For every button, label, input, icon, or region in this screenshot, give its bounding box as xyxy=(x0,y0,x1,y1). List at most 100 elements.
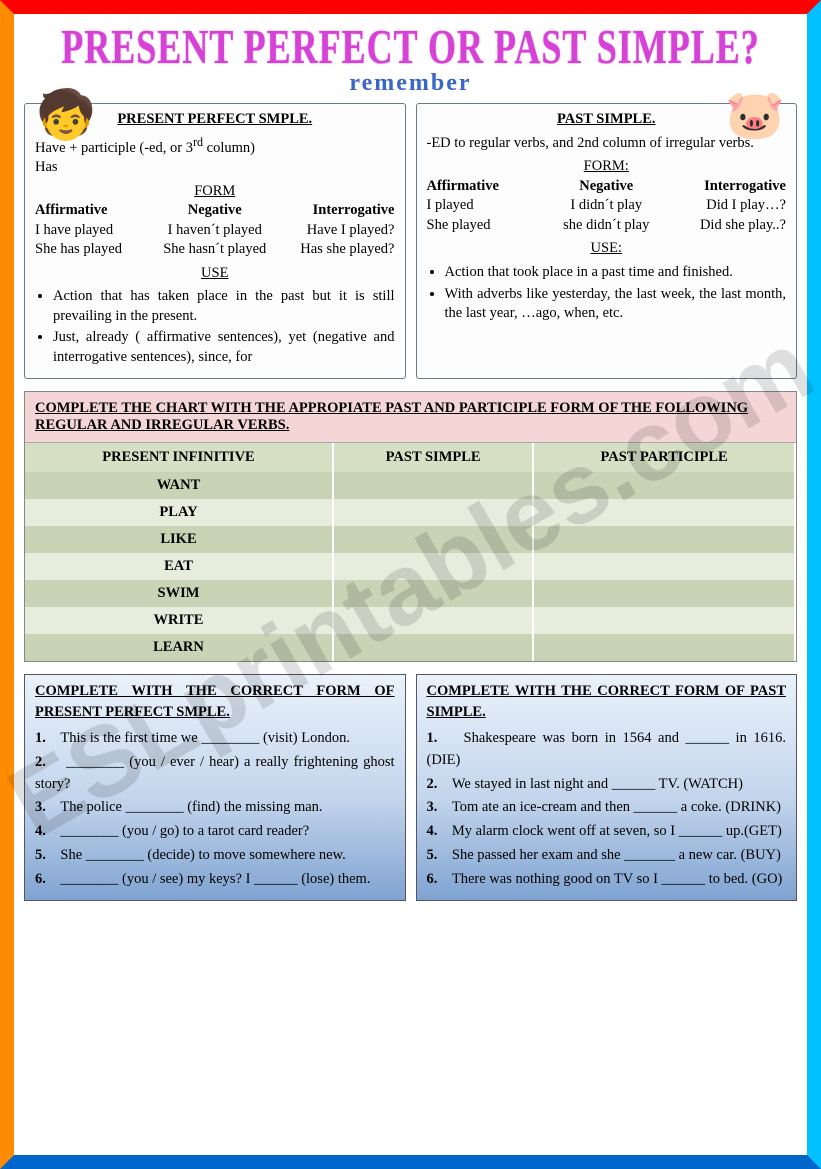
exercise-past-simple: COMPLETE WITH THE CORRECT FORM OF PAST S… xyxy=(416,674,798,902)
expp-1-text: This is the first time we ________ (visi… xyxy=(60,730,350,746)
chart-header-row: PRESENT INFINITIVE PAST SIMPLE PAST PART… xyxy=(25,443,795,472)
chart-instruction: COMPLETE THE CHART WITH THE APPROPIATE P… xyxy=(25,392,796,443)
ps-r1-a: She played xyxy=(427,216,547,236)
chart-col-0: PRESENT INFINITIVE xyxy=(25,443,333,472)
expp-3: 3. The police ________ (find) the missin… xyxy=(35,797,395,819)
cell-1-past[interactable] xyxy=(333,499,533,526)
ps-use-list: Action that took place in a past time an… xyxy=(427,263,787,324)
cell-3-past[interactable] xyxy=(333,553,533,580)
chart-row-5: WRITE xyxy=(25,607,795,634)
cell-5-pp[interactable] xyxy=(533,607,795,634)
verb-chart-table: PRESENT INFINITIVE PAST SIMPLE PAST PART… xyxy=(25,443,796,661)
exercise-present-perfect: COMPLETE WITH THE CORRECT FORM OF PRESEN… xyxy=(24,674,406,902)
expp-1: 1. This is the first time we ________ (v… xyxy=(35,728,395,750)
ps-form-headers: Affirmative Negative Interrogative xyxy=(427,177,787,197)
chart-row-1: PLAY xyxy=(25,499,795,526)
pp-use-label: USE xyxy=(35,264,395,284)
chart-row-0: WANT xyxy=(25,472,795,499)
decor-pig-right: 🐷 xyxy=(725,86,785,154)
chart-col-1: PAST SIMPLE xyxy=(333,443,533,472)
pp-r0-n: I haven´t played xyxy=(155,221,275,241)
ps-r1-n: she didn´t play xyxy=(546,216,666,236)
verb-3: EAT xyxy=(25,553,333,580)
cell-5-past[interactable] xyxy=(333,607,533,634)
pp-intro-after: column) xyxy=(203,139,255,155)
exps-5-text: She passed her exam and she _______ a ne… xyxy=(452,847,781,863)
expp-6: 6. ________ (you / see) my keys? I _____… xyxy=(35,869,395,891)
verb-6: LEARN xyxy=(25,634,333,661)
pp-intro-sup: rd xyxy=(193,135,203,149)
ps-form-label: FORM: xyxy=(427,157,787,177)
pp-r1-a: She has played xyxy=(35,240,155,260)
verb-1: PLAY xyxy=(25,499,333,526)
ps-r0-n: I didn´t play xyxy=(546,196,666,216)
pp-use-0: Action that has taken place in the past … xyxy=(53,287,395,326)
exercises-row: COMPLETE WITH THE CORRECT FORM OF PRESEN… xyxy=(24,674,797,902)
grammar-boxes-row: PRESENT PERFECT SMPLE. Have + participle… xyxy=(24,103,797,379)
chart-row-3: EAT xyxy=(25,553,795,580)
ps-r0-i: Did I play…? xyxy=(666,196,786,216)
ps-h-neg: Negative xyxy=(546,177,666,197)
expp-3-text: The police ________ (find) the missing m… xyxy=(60,799,322,815)
ps-h-int: Interrogative xyxy=(666,177,786,197)
cell-2-past[interactable] xyxy=(333,526,533,553)
ps-row-0: I played I didn´t play Did I play…? xyxy=(427,196,787,216)
cell-0-pp[interactable] xyxy=(533,472,795,499)
verb-chart-box: COMPLETE THE CHART WITH THE APPROPIATE P… xyxy=(24,391,797,662)
expp-2-text: ________ (you / ever / hear) a really fr… xyxy=(35,754,395,792)
exps-4: 4. My alarm clock went off at seven, so … xyxy=(427,821,787,843)
exps-5: 5. She passed her exam and she _______ a… xyxy=(427,845,787,867)
pp-form-headers: Affirmative Negative Interrogative xyxy=(35,201,395,221)
pp-use-list: Action that has taken place in the past … xyxy=(35,287,395,367)
pp-row-1: She has played She hasn´t played Has she… xyxy=(35,240,395,260)
expp-4-text: ________ (you / go) to a tarot card read… xyxy=(60,823,309,839)
cell-4-past[interactable] xyxy=(333,580,533,607)
verb-4: SWIM xyxy=(25,580,333,607)
exps-1-text: Shakespeare was born in 1564 and ______ … xyxy=(427,730,787,768)
exps-6: 6. There was nothing good on TV so I ___… xyxy=(427,869,787,891)
chart-col-2: PAST PARTICIPLE xyxy=(533,443,795,472)
ps-row-1: She played she didn´t play Did she play.… xyxy=(427,216,787,236)
exps-4-text: My alarm clock went off at seven, so I _… xyxy=(452,823,782,839)
pp-r1-i: Has she played? xyxy=(275,240,395,260)
exps-title: COMPLETE WITH THE CORRECT FORM OF PAST S… xyxy=(427,681,787,725)
expp-6-text: ________ (you / see) my keys? I ______ (… xyxy=(60,871,370,887)
chart-row-6: LEARN xyxy=(25,634,795,661)
verb-0: WANT xyxy=(25,472,333,499)
pp-r1-n: She hasn´t played xyxy=(155,240,275,260)
pp-h-neg: Negative xyxy=(155,201,275,221)
exps-2-text: We stayed in last night and ______ TV. (… xyxy=(452,776,743,792)
exps-6-text: There was nothing good on TV so I ______… xyxy=(452,871,783,887)
cell-4-pp[interactable] xyxy=(533,580,795,607)
chart-row-4: SWIM xyxy=(25,580,795,607)
pp-form-label: FORM xyxy=(35,182,395,202)
chart-row-2: LIKE xyxy=(25,526,795,553)
ps-use-0: Action that took place in a past time an… xyxy=(445,263,787,283)
cell-6-pp[interactable] xyxy=(533,634,795,661)
main-title: PRESENT PERFECT OR PAST SIMPLE? xyxy=(24,19,797,76)
ps-r0-a: I played xyxy=(427,196,547,216)
pp-h-aff: Affirmative xyxy=(35,201,155,221)
exps-1: 1. Shakespeare was born in 1564 and ____… xyxy=(427,728,787,772)
worksheet-frame: ESLprintables.com 🧒 🐷 PRESENT PERFECT OR… xyxy=(0,0,821,1169)
cell-6-past[interactable] xyxy=(333,634,533,661)
cell-2-pp[interactable] xyxy=(533,526,795,553)
cell-3-pp[interactable] xyxy=(533,553,795,580)
verb-2: LIKE xyxy=(25,526,333,553)
exps-2: 2. We stayed in last night and ______ TV… xyxy=(427,774,787,796)
exps-3-text: Tom ate an ice-cream and then ______ a c… xyxy=(452,799,781,815)
cell-1-pp[interactable] xyxy=(533,499,795,526)
pp-r0-i: Have I played? xyxy=(275,221,395,241)
decor-child-left: 🧒 xyxy=(36,86,96,154)
pp-r0-a: I have played xyxy=(35,221,155,241)
pp-use-1: Just, already ( affirmative sentences), … xyxy=(53,328,395,367)
exps-3: 3. Tom ate an ice-cream and then ______ … xyxy=(427,797,787,819)
ps-use-1: With adverbs like yesterday, the last we… xyxy=(445,285,787,324)
ps-h-aff: Affirmative xyxy=(427,177,547,197)
ps-r1-i: Did she play..? xyxy=(666,216,786,236)
cell-0-past[interactable] xyxy=(333,472,533,499)
expp-2: 2. ________ (you / ever / hear) a really… xyxy=(35,752,395,796)
verb-5: WRITE xyxy=(25,607,333,634)
expp-4: 4. ________ (you / go) to a tarot card r… xyxy=(35,821,395,843)
expp-5-text: She ________ (decide) to move somewhere … xyxy=(60,847,345,863)
